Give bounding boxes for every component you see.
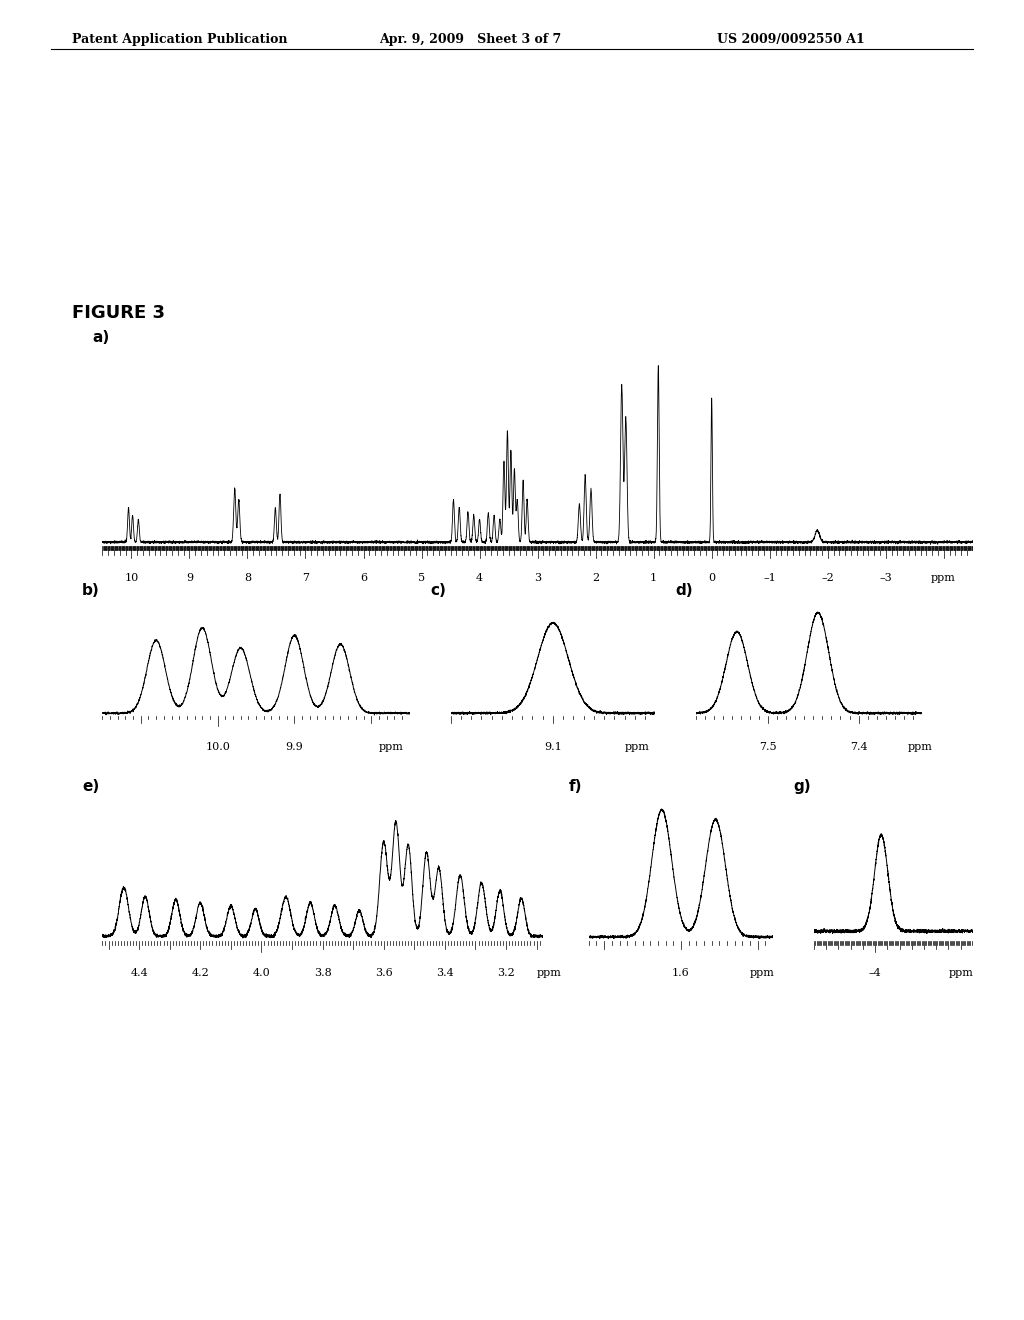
Text: 7.4: 7.4 — [850, 742, 867, 752]
Text: g): g) — [794, 779, 811, 793]
Text: 9: 9 — [186, 573, 193, 583]
Text: Patent Application Publication: Patent Application Publication — [72, 33, 287, 46]
Text: c): c) — [430, 583, 446, 598]
Text: 1.6: 1.6 — [672, 968, 690, 978]
Text: d): d) — [676, 583, 693, 598]
Text: 4: 4 — [476, 573, 483, 583]
Text: 3.4: 3.4 — [436, 968, 454, 978]
Text: f): f) — [568, 779, 582, 793]
Text: 6: 6 — [360, 573, 367, 583]
Text: –3: –3 — [880, 573, 892, 583]
Text: ppm: ppm — [379, 742, 403, 752]
Text: 4.4: 4.4 — [130, 968, 148, 978]
Text: 4.0: 4.0 — [253, 968, 270, 978]
Text: ppm: ppm — [931, 573, 955, 583]
Text: ppm: ppm — [625, 742, 649, 752]
Text: 4.2: 4.2 — [191, 968, 209, 978]
Text: 5: 5 — [418, 573, 425, 583]
Text: –1: –1 — [763, 573, 776, 583]
Text: 9.1: 9.1 — [544, 742, 562, 752]
Text: 8: 8 — [244, 573, 251, 583]
Text: 9.9: 9.9 — [286, 742, 303, 752]
Text: ppm: ppm — [537, 968, 561, 978]
Text: ppm: ppm — [948, 968, 973, 978]
Text: a): a) — [92, 330, 110, 345]
Text: ppm: ppm — [750, 968, 775, 978]
Text: 3.2: 3.2 — [497, 968, 515, 978]
Text: 0: 0 — [709, 573, 715, 583]
Text: 3.8: 3.8 — [313, 968, 332, 978]
Text: 3.6: 3.6 — [375, 968, 392, 978]
Text: US 2009/0092550 A1: US 2009/0092550 A1 — [717, 33, 864, 46]
Text: FIGURE 3: FIGURE 3 — [72, 304, 165, 322]
Text: ppm: ppm — [908, 742, 933, 752]
Text: e): e) — [82, 779, 99, 793]
Text: b): b) — [82, 583, 99, 598]
Text: 3: 3 — [535, 573, 541, 583]
Text: –2: –2 — [821, 573, 835, 583]
Text: 10.0: 10.0 — [205, 742, 230, 752]
Text: 7: 7 — [302, 573, 309, 583]
Text: 2: 2 — [592, 573, 599, 583]
Text: 10: 10 — [124, 573, 138, 583]
Text: Apr. 9, 2009   Sheet 3 of 7: Apr. 9, 2009 Sheet 3 of 7 — [379, 33, 561, 46]
Text: –4: –4 — [868, 968, 882, 978]
Text: 7.5: 7.5 — [760, 742, 777, 752]
Text: 1: 1 — [650, 573, 657, 583]
